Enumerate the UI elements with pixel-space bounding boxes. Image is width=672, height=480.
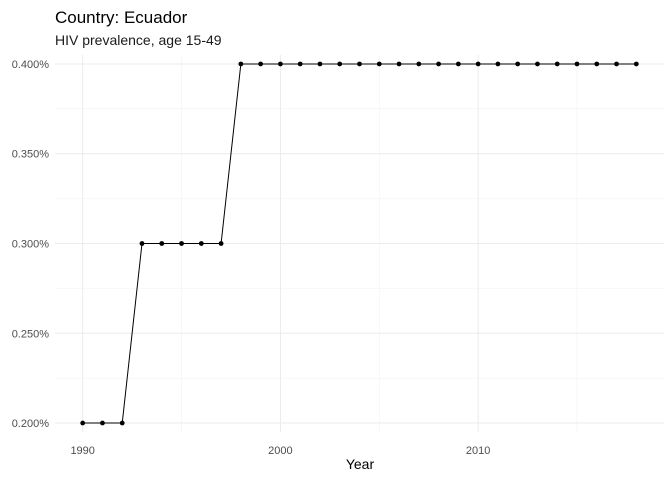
x-axis-tick-labels: 1990 2000 2010: [70, 445, 490, 457]
x-axis-title: Year: [346, 456, 375, 472]
chart-subtitle: HIV prevalence, age 15-49: [55, 32, 222, 48]
data-point: [396, 61, 402, 67]
data-point: [238, 61, 244, 67]
data-point: [376, 61, 382, 67]
data-point: [475, 61, 481, 67]
data-point: [179, 241, 184, 246]
data-point: [80, 420, 86, 426]
y-tick-label: 0.300%: [12, 239, 50, 251]
data-point: [258, 61, 264, 67]
data-point: [633, 61, 639, 67]
data-point: [100, 420, 105, 426]
data-point: [198, 241, 204, 246]
x-tick-label: 2010: [466, 445, 490, 457]
data-point: [119, 420, 125, 426]
data-point: [455, 61, 461, 67]
data-point: [139, 241, 145, 246]
y-tick-label: 0.250%: [12, 328, 50, 340]
data-point: [416, 61, 422, 67]
data-point: [357, 61, 362, 67]
data-point: [515, 61, 521, 67]
grid: [55, 55, 664, 432]
data-point: [574, 61, 580, 67]
series-points: [80, 61, 639, 426]
data-point: [594, 61, 600, 67]
data-point: [554, 61, 560, 67]
y-tick-label: 0.350%: [12, 149, 50, 161]
chart-title: Country: Ecuador: [55, 8, 188, 27]
data-point: [614, 61, 619, 67]
data-point: [218, 241, 224, 246]
data-point: [535, 61, 540, 67]
y-axis-tick-labels: 0.200% 0.250% 0.300% 0.350% 0.400%: [12, 59, 50, 430]
y-tick-label: 0.200%: [12, 418, 50, 430]
data-point: [317, 61, 323, 67]
data-point: [278, 61, 283, 67]
x-tick-label: 2000: [268, 445, 292, 457]
data-point: [297, 61, 303, 67]
data-point: [159, 241, 165, 246]
data-point: [337, 61, 343, 67]
x-tick-label: 1990: [70, 445, 94, 457]
plot-panel: 0.200% 0.250% 0.300% 0.350% 0.400% 1990 2000 2…: [12, 55, 664, 457]
y-tick-label: 0.400%: [12, 59, 50, 71]
data-point: [495, 61, 501, 67]
data-point: [436, 61, 441, 67]
